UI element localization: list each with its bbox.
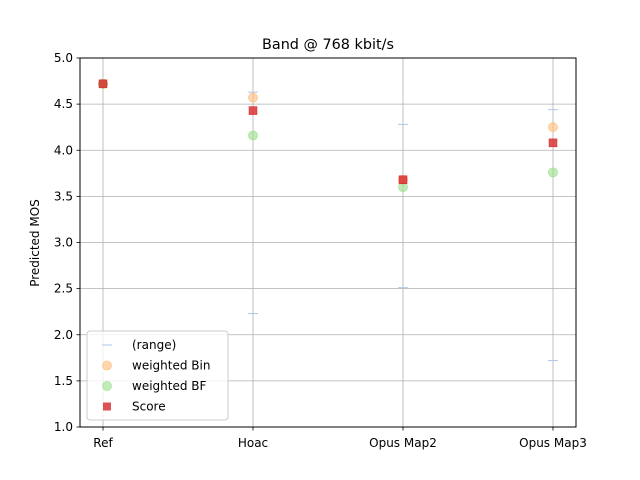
x-tick-label: Hoac — [238, 436, 268, 450]
chart-title: Band @ 768 kbit/s — [262, 37, 394, 53]
y-tick-label: 2.0 — [54, 328, 73, 342]
legend: (range) weighted Bin weighted BF Score — [86, 330, 229, 421]
x-tick-label: Ref — [93, 436, 113, 450]
y-tick-label: 1.5 — [54, 374, 73, 388]
legend-label: weighted BF — [132, 379, 207, 393]
y-tick-label: 1.0 — [54, 420, 73, 434]
y-tick-label: 2.5 — [54, 282, 73, 296]
weighted-bf-point — [248, 130, 258, 141]
y-axis-ticks: 1.0 1.5 2.0 2.5 3.0 3.5 4.0 4.5 5.0 — [54, 51, 80, 434]
y-tick-label: 5.0 — [54, 51, 73, 65]
x-axis-ticks: Ref Hoac Opus Map2 Opus Map3 — [93, 427, 587, 450]
legend-frame — [86, 330, 229, 421]
legend-circle-marker — [102, 360, 112, 371]
weighted-bin-point — [248, 92, 258, 103]
score-point — [548, 138, 558, 148]
x-tick-label: Opus Map3 — [519, 436, 587, 450]
score-point — [248, 106, 258, 115]
legend-label: Score — [132, 400, 166, 414]
data-points — [98, 78, 558, 193]
weighted-bf-point — [548, 167, 558, 178]
weighted-bin-point — [548, 122, 558, 133]
y-tick-label: 3.5 — [54, 189, 73, 203]
score-point — [98, 79, 108, 89]
score-point — [398, 175, 408, 185]
y-tick-label: 3.0 — [54, 236, 73, 250]
x-tick-label: Opus Map2 — [369, 436, 437, 450]
legend-label: (range) — [132, 338, 176, 352]
legend-circle-marker — [102, 381, 112, 391]
y-tick-label: 4.0 — [54, 143, 73, 157]
y-tick-label: 4.5 — [54, 97, 73, 111]
y-axis-label: Predicted MOS — [28, 199, 42, 287]
legend-score-marker — [103, 402, 111, 411]
legend-label: weighted Bin — [132, 359, 210, 373]
